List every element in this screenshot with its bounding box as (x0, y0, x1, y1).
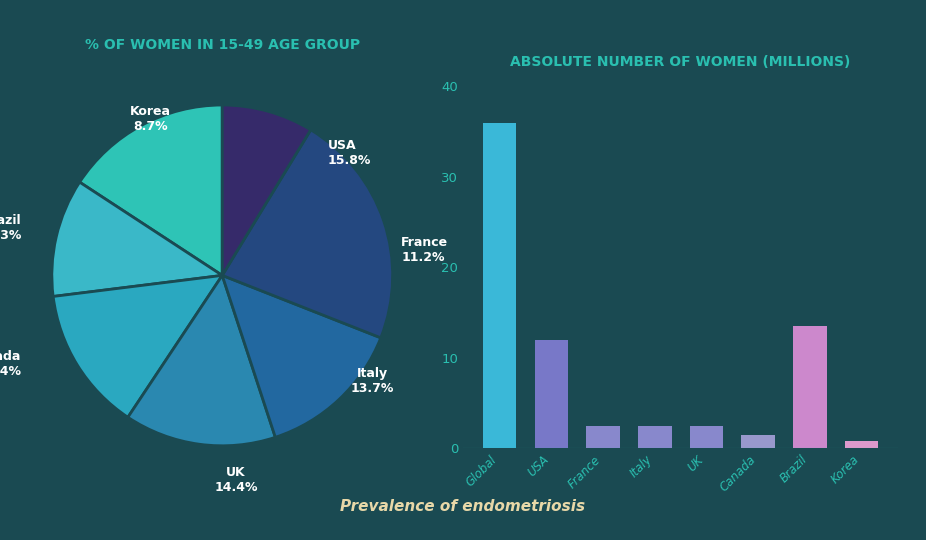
Bar (534, 340, 569, 448)
Title: % OF WOMEN IN 15-49 AGE GROUP: % OF WOMEN IN 15-49 AGE GROUP (84, 38, 360, 51)
Wedge shape (52, 182, 222, 296)
Bar (742, 435, 775, 448)
Bar (690, 426, 723, 448)
Bar (586, 426, 619, 448)
Text: USA
15.8%: USA 15.8% (328, 139, 371, 167)
Wedge shape (222, 275, 381, 437)
Bar (793, 326, 827, 448)
Bar (638, 426, 671, 448)
Wedge shape (80, 105, 222, 275)
Text: Korea
8.7%: Korea 8.7% (131, 105, 171, 133)
Text: Italy
13.7%: Italy 13.7% (350, 367, 394, 395)
Text: Prevalence of endometriosis: Prevalence of endometriosis (341, 499, 585, 514)
Bar (482, 123, 517, 448)
Bar (845, 441, 879, 448)
Text: ABSOLUTE NUMBER OF WOMEN (MILLIONS): ABSOLUTE NUMBER OF WOMEN (MILLIONS) (510, 55, 851, 69)
Wedge shape (53, 275, 222, 417)
Wedge shape (222, 130, 393, 338)
Text: UK
14.4%: UK 14.4% (214, 466, 257, 494)
Wedge shape (222, 105, 311, 275)
Wedge shape (128, 275, 275, 446)
Text: France
11.2%: France 11.2% (401, 236, 448, 264)
Text: Canada
14%: Canada 14% (0, 350, 21, 378)
Text: Brazil
22.3%: Brazil 22.3% (0, 214, 21, 242)
